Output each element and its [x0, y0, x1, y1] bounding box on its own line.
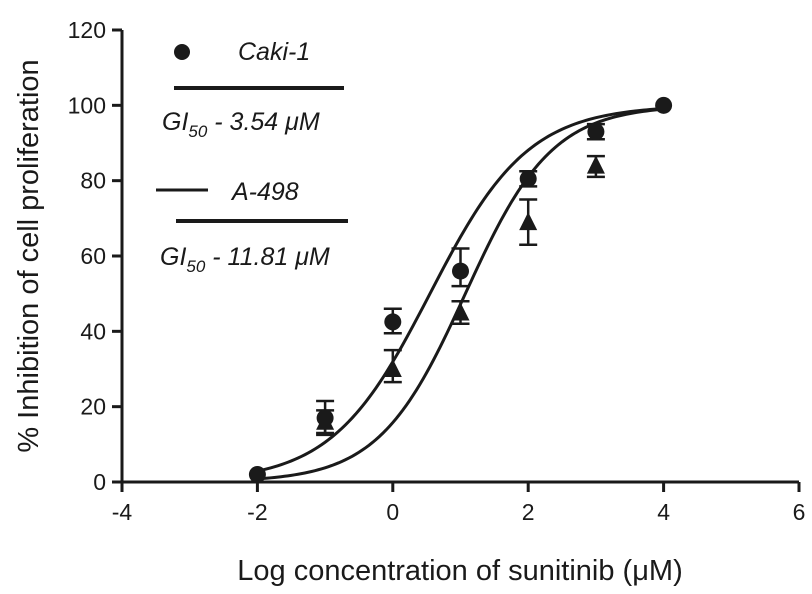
data-point-caki-1	[655, 96, 673, 114]
legend-a498-gi50-main: GI	[160, 243, 186, 271]
y-tick-label: 120	[68, 17, 106, 43]
data-point-a-498	[383, 359, 402, 377]
data-point-a-498	[586, 155, 605, 174]
x-tick-label: -4	[112, 499, 133, 525]
legend-caki1-label: Caki-1	[238, 38, 310, 66]
x-axis-title: Log concentration of sunitinib (μM)	[237, 555, 683, 587]
y-tick-label: 60	[80, 243, 106, 269]
legend-a498-label: A-498	[230, 178, 299, 206]
legend-a498-gi50-value: - 11.81 μM	[205, 243, 330, 271]
fit-curve-caki-1	[257, 107, 664, 473]
y-tick-label: 0	[93, 469, 106, 495]
legend-a498-gi50-subscript: 50	[186, 257, 205, 276]
legend: Caki-1 GI50 - 3.54 μM A-498 GI50 - 11.81…	[156, 38, 348, 276]
legend-caki1-gi50-value: - 3.54 μM	[207, 108, 320, 136]
data-point-caki-1	[384, 313, 402, 331]
data-point-caki-1	[248, 465, 266, 483]
y-tick-label: 40	[80, 318, 106, 344]
data-point-caki-1	[452, 262, 469, 280]
data-point-a-498	[519, 212, 538, 231]
data-markers	[248, 96, 673, 483]
data-point-a-498	[316, 411, 335, 430]
y-axis-title: % Inhibition of cell proliferation	[13, 59, 45, 452]
x-tick-label: 4	[657, 499, 670, 525]
y-tick-label: 20	[80, 394, 106, 420]
legend-caki1-gi50-subscript: 50	[188, 122, 207, 141]
x-tick-label: 2	[522, 499, 535, 525]
fit-curve-a-498	[257, 107, 664, 481]
x-tick-label: 6	[793, 499, 806, 525]
x-axis-ticks: -4 -2 0 2 4 6	[112, 482, 806, 525]
data-point-caki-1	[587, 123, 605, 141]
legend-caki1-gi50: GI50 - 3.54 μM	[162, 108, 320, 141]
x-tick-label: -2	[247, 499, 267, 525]
legend-caki1-marker	[174, 44, 190, 60]
y-tick-label: 100	[68, 92, 106, 118]
data-point-a-498	[451, 302, 470, 321]
fit-curves	[257, 107, 664, 481]
legend-caki1-gi50-main: GI	[162, 108, 188, 136]
x-tick-label: 0	[386, 499, 399, 525]
y-tick-label: 80	[80, 168, 106, 194]
legend-a498-gi50: GI50 - 11.81 μM	[160, 243, 330, 276]
y-axis-ticks: 0 20 40 60 80 100 120	[68, 17, 122, 495]
data-point-caki-1	[519, 170, 537, 188]
